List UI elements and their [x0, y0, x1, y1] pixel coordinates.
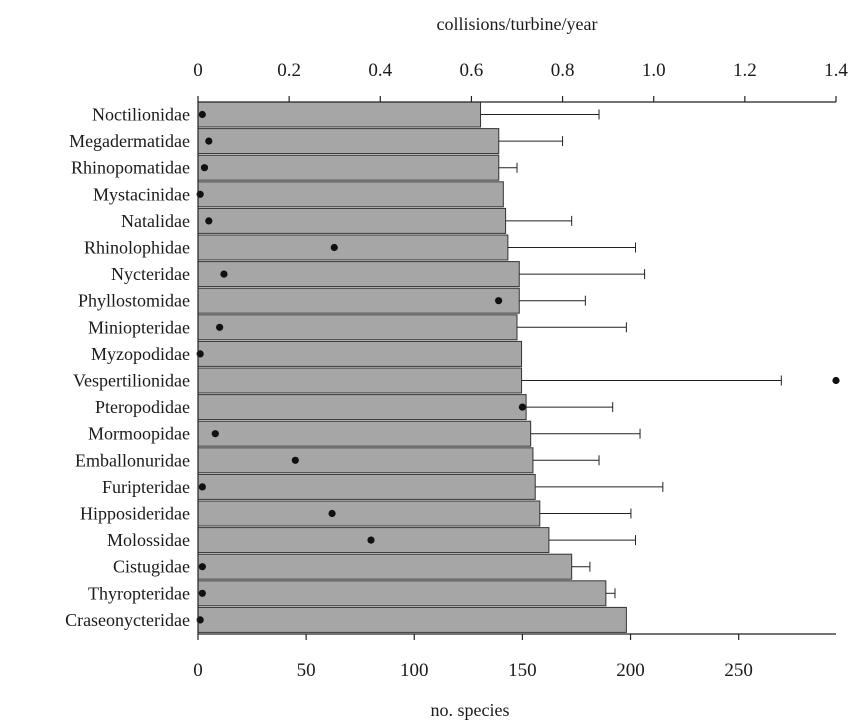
species-point	[211, 430, 219, 438]
bar	[197, 207, 507, 234]
bottom-tick-label: 50	[297, 660, 316, 681]
bar	[197, 287, 520, 314]
species-point	[205, 137, 213, 145]
species-point	[832, 376, 840, 385]
bottom-tick-label: 150	[508, 660, 537, 681]
bar	[197, 261, 520, 288]
bars-group	[197, 101, 627, 633]
top-tick-label: 0.8	[551, 60, 575, 81]
species-point	[198, 483, 206, 491]
category-label: Craseonycteridae	[65, 610, 190, 630]
axes-group	[197, 96, 837, 640]
category-label: Myzopodidae	[91, 344, 190, 364]
bar	[197, 394, 527, 421]
bar	[197, 420, 532, 447]
bar	[197, 234, 509, 261]
category-label: Miniopteridae	[88, 317, 190, 337]
category-label: Mormoopidae	[88, 424, 190, 444]
category-label: Molossidae	[107, 530, 190, 550]
top-tick-label: 0.6	[460, 60, 484, 81]
category-label: Furipteridae	[102, 477, 190, 497]
top-tick-label: 1.2	[733, 60, 757, 81]
category-label: Emballonuridae	[75, 450, 190, 470]
bar	[197, 367, 523, 394]
species-point	[518, 403, 527, 411]
species-point	[495, 297, 503, 305]
category-label: Megadermatidae	[69, 131, 190, 151]
category-label: Pteropodidae	[95, 397, 190, 417]
bottom-axis-title: no. species	[431, 700, 510, 720]
bottom-tick-label: 0	[193, 660, 203, 681]
top-tick-label: 1.4	[824, 60, 848, 81]
bar	[197, 314, 518, 341]
top-tick-label: 0	[193, 60, 203, 81]
category-label: Rhinolophidae	[84, 238, 190, 258]
top-tick-label: 0.4	[368, 60, 392, 81]
bar	[197, 128, 500, 155]
top-tick-label: 1.0	[642, 60, 666, 81]
bar	[197, 154, 500, 181]
bottom-tick-label: 100	[400, 660, 429, 681]
category-label: Vespertilionidae	[73, 371, 190, 391]
bottom-tick-label: 200	[616, 660, 645, 681]
category-label: Natalidae	[121, 211, 190, 231]
species-point	[367, 536, 375, 544]
category-label: Thyropteridae	[88, 583, 190, 603]
top-axis-title: collisions/turbine/year	[437, 14, 598, 34]
species-point	[198, 589, 206, 597]
category-label: Rhinopomatidae	[71, 158, 190, 178]
error-bars-group	[480, 109, 782, 599]
category-label: Phyllostomidae	[78, 291, 190, 311]
category-label: Noctilionidae	[92, 105, 190, 125]
species-point	[220, 270, 228, 278]
category-label: Mystacinidae	[93, 184, 190, 204]
species-point	[291, 456, 299, 464]
bottom-tick-label: 250	[724, 660, 753, 681]
species-point	[198, 563, 206, 571]
species-point	[328, 509, 336, 518]
species-point	[330, 243, 338, 252]
species-point	[205, 217, 213, 225]
bar	[197, 580, 607, 607]
species-point	[200, 164, 209, 172]
top-tick-label: 0.2	[277, 60, 301, 81]
points-group	[196, 110, 840, 624]
bar	[197, 101, 482, 128]
bar	[197, 447, 534, 474]
category-label: Hipposideridae	[80, 504, 190, 524]
species-point	[216, 323, 224, 331]
bar	[197, 340, 523, 367]
bar	[197, 553, 573, 580]
labels-group: Noctilionidae Megadermatidae Rhinopomatida…	[65, 60, 848, 681]
species-point	[198, 110, 206, 119]
bar	[197, 500, 541, 527]
bar	[197, 473, 536, 500]
bar	[197, 181, 504, 208]
category-label: Nycteridae	[111, 264, 190, 284]
category-label: Cistugidae	[113, 557, 190, 577]
bar	[197, 606, 627, 633]
